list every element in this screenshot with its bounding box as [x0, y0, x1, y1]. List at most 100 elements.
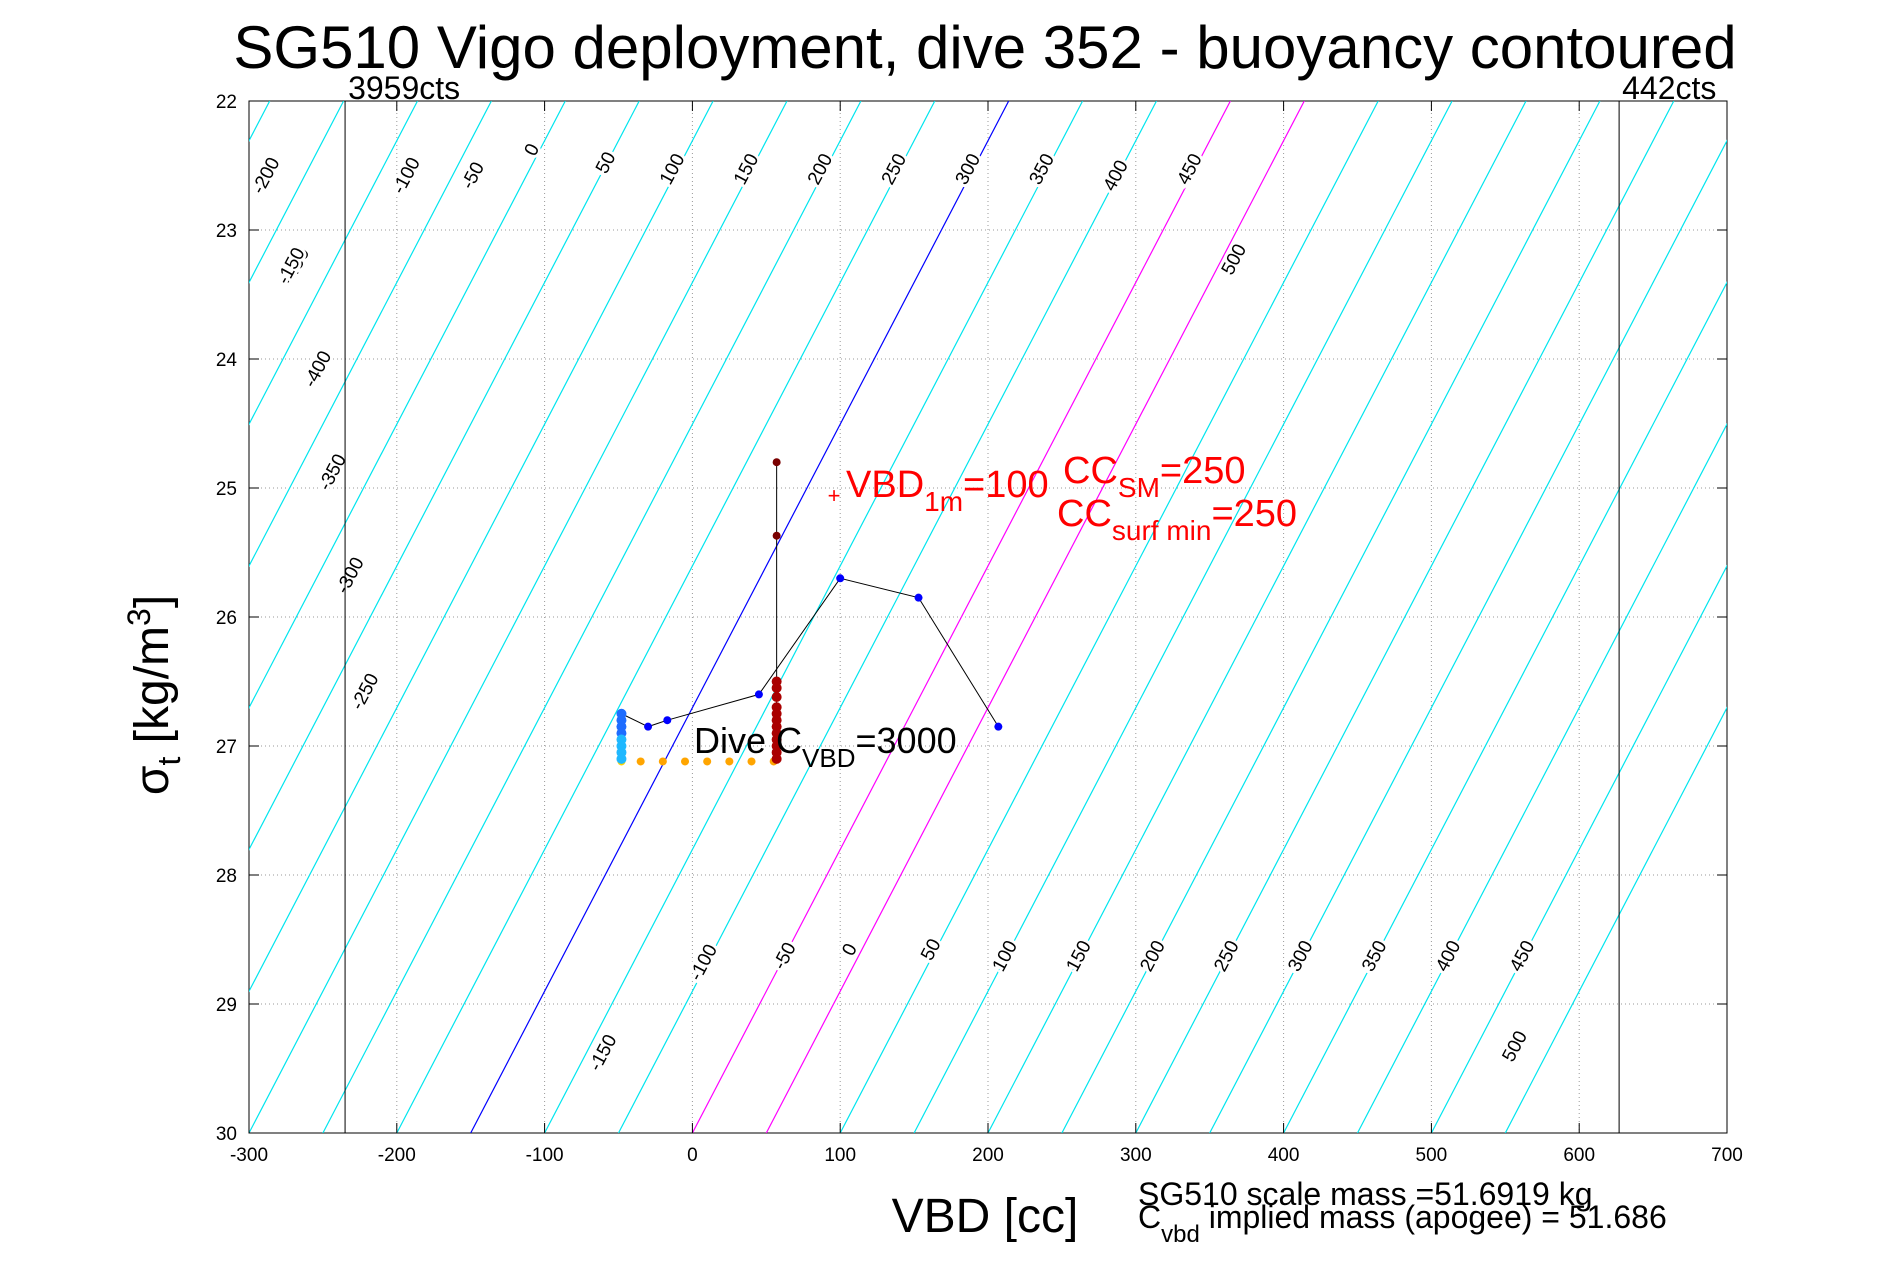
marker-blue [836, 574, 845, 583]
marker-blue [994, 722, 1003, 731]
footer-cvbd-sub: vbd [1161, 1221, 1200, 1248]
marker-blue [914, 593, 923, 602]
marker-dark-red [771, 691, 782, 702]
contour-label: -250 [347, 670, 383, 713]
contour-label-group: -50-50 [455, 156, 492, 196]
contour-label-group: -200-200 [245, 151, 287, 200]
ccsm-sub: SM [1118, 472, 1160, 503]
x-tick-label: 0 [687, 1145, 698, 1166]
contour-line [913, 101, 1453, 1133]
contour-line [249, 101, 345, 284]
contour-line [1504, 706, 1727, 1133]
svg-text:σt [kg/m3]: σt [kg/m3] [121, 595, 187, 795]
annotation-vbd1m: VBD1m=100 + [828, 464, 1049, 517]
contour-label: 0 [521, 140, 545, 159]
x-tick-label: 400 [1268, 1145, 1300, 1166]
contour-label-group: 00 [835, 937, 865, 962]
dive-rest: =3000 [856, 720, 957, 761]
y-tick-label: 26 [216, 608, 237, 629]
svg-text:CCsurf min=250: CCsurf min=250 [1057, 493, 1297, 546]
dive-sub: VBD [802, 743, 855, 773]
x-tick-label: -300 [230, 1145, 268, 1166]
contour-label: 250 [1210, 937, 1243, 975]
contour-label: -200 [248, 154, 284, 197]
contour-line [0, 101, 122, 1133]
y-tick-label: 30 [216, 1124, 237, 1145]
contour-label: 0 [838, 940, 862, 959]
vbd1m-cross: + [828, 483, 841, 508]
contour-line [396, 101, 936, 1133]
contour-label: 400 [1432, 937, 1465, 975]
y-label-close: ] [126, 595, 179, 608]
vbd1m-base: VBD [846, 464, 924, 506]
x-tick-label: -200 [378, 1145, 416, 1166]
x-tick-label: 500 [1416, 1145, 1448, 1166]
contour-label-group: -100-100 [386, 151, 428, 200]
marker-dark-red [772, 458, 781, 467]
contour-labels: -450-450-400-400-350-350-300-300-250-250… [245, 137, 1542, 1077]
ccsm-base: CC [1063, 450, 1118, 492]
contour-label: 400 [1099, 157, 1132, 195]
contour-line [1135, 101, 1675, 1133]
contour-label: -300 [332, 554, 368, 597]
annotation-cc-sm: CCSM=250 [1063, 450, 1245, 503]
dive-base: Dive C [694, 720, 802, 761]
marker-dark-red [771, 753, 782, 764]
y-label-sup: 3 [121, 608, 157, 626]
contour-label: -50 [458, 159, 489, 193]
x-tick-label: 300 [1120, 1145, 1152, 1166]
contour-label-group: -150-150 [582, 1028, 624, 1077]
contour-label: 500 [1218, 241, 1251, 279]
contour-line [839, 101, 1379, 1133]
svg-text:CCSM=250: CCSM=250 [1063, 450, 1245, 503]
annotation-cc-surf-min: CCsurf min=250 [1057, 493, 1297, 546]
contour-label: -400 [300, 348, 336, 391]
vbd1m-rest: =100 [963, 464, 1049, 506]
contour-line [249, 101, 492, 568]
contour-line [1283, 281, 1727, 1133]
vbd-limit-lines: 3959cts 442cts [344, 70, 1716, 1133]
y-label-sub: t [151, 757, 187, 766]
series-line [621, 577, 999, 728]
contour-line [617, 101, 1158, 1133]
contour-line [1356, 422, 1727, 1133]
contour-line [691, 101, 1231, 1133]
ccsurf-rest: =250 [1211, 493, 1297, 535]
marker-blue [663, 716, 672, 725]
contour-label: 50 [592, 149, 620, 178]
y-tick-label: 29 [216, 995, 237, 1016]
contour-line [249, 101, 640, 851]
limit-label: 3959cts [348, 70, 460, 106]
x-tick-label: 200 [972, 1145, 1004, 1166]
plot-area: -450-450-400-400-350-350-300-300-250-250… [0, 70, 1743, 1166]
contour-line [249, 101, 419, 426]
x-axis-label: VBD [cc] [892, 1190, 1079, 1243]
marker-orange [747, 757, 756, 766]
x-tick-label: -100 [526, 1145, 564, 1166]
chart-title: SG510 Vigo deployment, dive 352 - buoyan… [233, 14, 1736, 81]
contour-label: 200 [1136, 937, 1169, 975]
contour-line [1209, 139, 1727, 1133]
marker-orange [636, 757, 645, 766]
annotation-dive-cvbd: Dive CVBD=3000 [694, 720, 957, 773]
y-tick-label: 23 [216, 221, 237, 242]
contour-label: -100 [686, 941, 722, 984]
vbd1m-sub: 1m [924, 486, 963, 517]
footer-scale-mass: SG510 scale mass =51.6919 kg [1138, 1176, 1593, 1212]
contour-label-group: -100-100 [683, 938, 725, 987]
contour-line [0, 101, 48, 1133]
contour-label: 300 [1284, 937, 1317, 975]
contour-line [0, 101, 196, 1133]
contour-line [249, 101, 788, 1133]
marker-orange [703, 757, 712, 766]
y-tick-label: 24 [216, 350, 238, 371]
footer: SG510 scale mass =51.6919 kg Cvbd implie… [1138, 1176, 1667, 1248]
y-tick-label: 25 [216, 479, 237, 500]
contour-label: 500 [1499, 1028, 1532, 1066]
contour-label: 450 [1506, 937, 1539, 975]
